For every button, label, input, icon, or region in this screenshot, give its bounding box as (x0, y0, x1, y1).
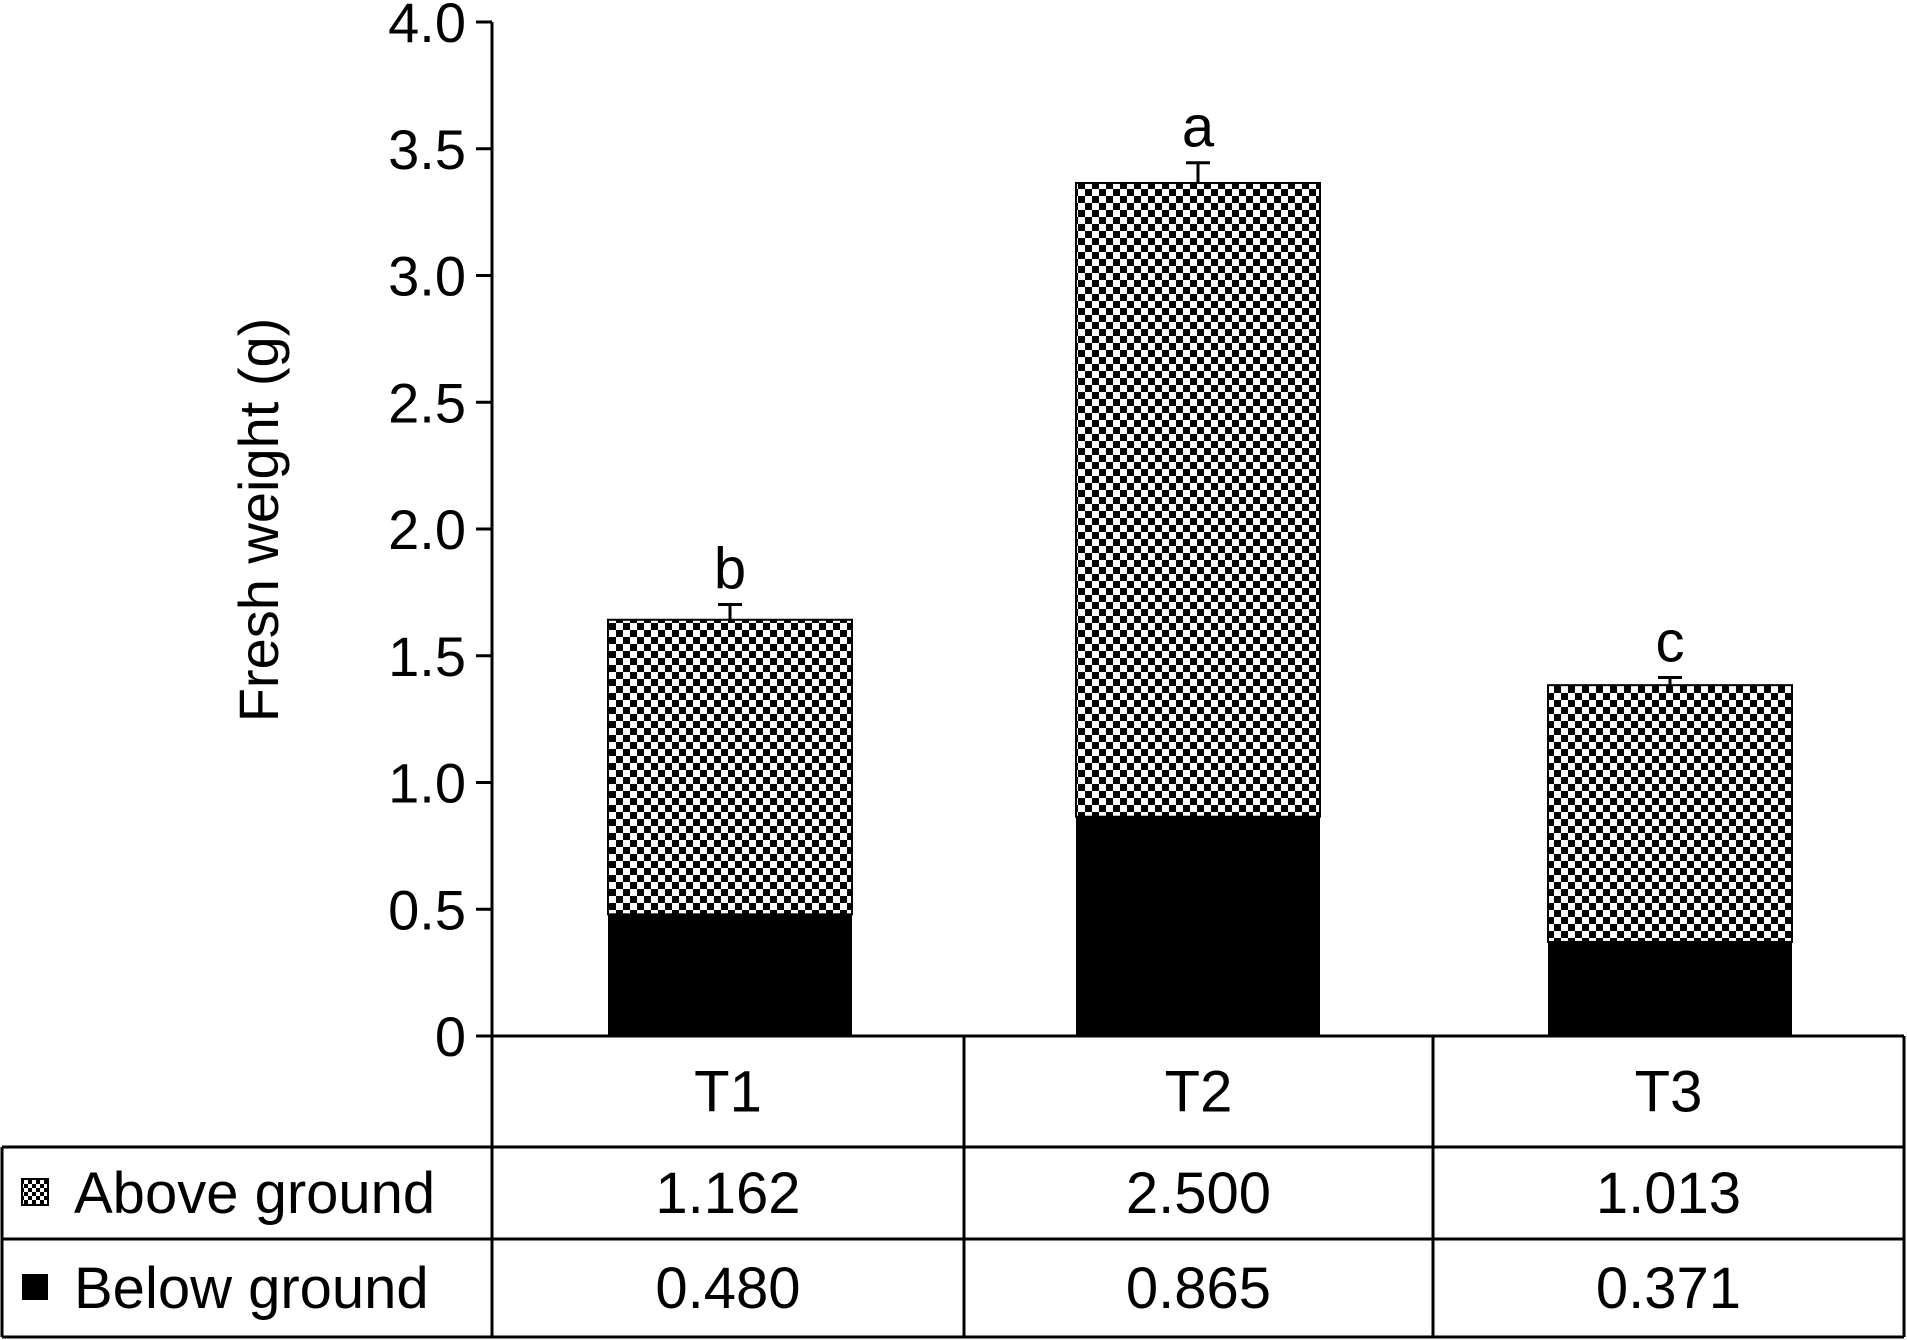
below-ground-value: 0.480 (655, 1256, 800, 1321)
legend-swatch-above-ground (21, 1178, 49, 1206)
y-axis-label: Fresh weight (g) (227, 318, 290, 723)
y-tick-label: 3.0 (388, 245, 466, 308)
y-tick-label: 1.5 (388, 625, 466, 688)
bar-group-t1: b (607, 537, 853, 1036)
bar-below-ground (1548, 941, 1792, 1036)
bar-above-ground (607, 618, 853, 916)
above-ground-value: 2.500 (1126, 1161, 1271, 1226)
legend-swatch-below-ground (22, 1274, 48, 1300)
bar-below-ground (608, 914, 852, 1036)
above-ground-value: 1.013 (1596, 1161, 1741, 1226)
y-tick-label: 2.5 (388, 371, 466, 434)
significance-label: c (1656, 610, 1685, 675)
significance-label: b (714, 537, 746, 602)
y-tick-label: 3.5 (388, 118, 466, 181)
category-label-t2: T2 (1165, 1060, 1233, 1125)
row-label-below-ground: Below ground (74, 1256, 429, 1321)
below-ground-value: 0.865 (1126, 1256, 1271, 1321)
bar-above-ground (1075, 181, 1321, 818)
significance-label: a (1182, 95, 1215, 160)
category-label-t3: T3 (1635, 1060, 1703, 1125)
bar-above-ground (1547, 684, 1793, 943)
y-tick-label: 2.0 (388, 498, 466, 561)
bar-below-ground (1076, 816, 1320, 1036)
bar-group-t2: a (1075, 95, 1321, 1036)
row-label-above-ground: Above ground (74, 1161, 435, 1226)
category-label-t1: T1 (694, 1060, 762, 1125)
bars: b a c (607, 95, 1793, 1036)
bar-group-t3: c (1547, 610, 1793, 1036)
y-tick-label: 0.5 (388, 878, 466, 941)
y-tick-label: 1.0 (388, 752, 466, 815)
y-tick-label: 0 (435, 1005, 466, 1068)
below-ground-value: 0.371 (1596, 1256, 1741, 1321)
y-axis: 0 0.5 1.0 1.5 2.0 2.5 3.0 3.5 4.0 (388, 0, 494, 1068)
y-tick-label: 4.0 (388, 0, 466, 54)
data-table: T1 1.162 0.480 T2 2.500 0.865 T3 1.013 0.371 Abov… (0, 1034, 1906, 1339)
above-ground-value: 1.162 (655, 1161, 800, 1226)
